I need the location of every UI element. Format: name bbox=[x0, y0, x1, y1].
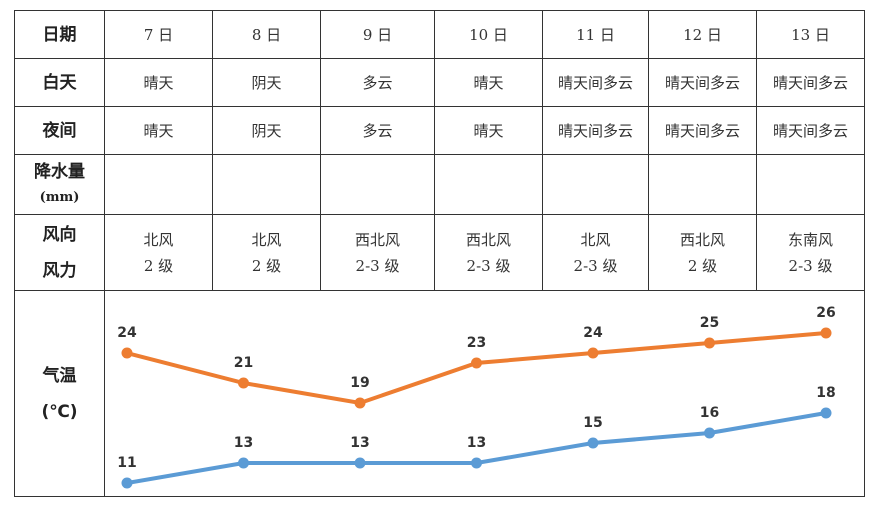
wind-force: 2-3 级 bbox=[466, 256, 511, 275]
rain-cell bbox=[542, 154, 649, 215]
night-cell: 晴天 bbox=[434, 106, 543, 155]
low-temp-point bbox=[820, 407, 832, 419]
rain-cell bbox=[104, 154, 213, 215]
wind-force: 2-3 级 bbox=[573, 256, 618, 275]
low-temp-point bbox=[587, 437, 599, 449]
day-cell: 晴天 bbox=[104, 58, 213, 107]
date-cell: 12 日 bbox=[648, 10, 757, 59]
night-cell: 阴天 bbox=[212, 106, 321, 155]
wind-cell: 北风 2-3 级 bbox=[542, 214, 649, 291]
rain-cell bbox=[212, 154, 321, 215]
wind-dir-label: 风向 bbox=[42, 224, 77, 245]
temperature-chart: 24 21 19 23 24 25 26 11 13 13 13 15 16 18 bbox=[117, 305, 836, 489]
low-temp-label: 13 bbox=[234, 435, 253, 451]
wind-header: 风向 风力 bbox=[14, 214, 105, 291]
low-temp-label: 15 bbox=[583, 415, 602, 431]
wind-direction: 北风 bbox=[580, 230, 611, 249]
day-cell: 晴天间多云 bbox=[756, 58, 865, 107]
night-cell: 多云 bbox=[320, 106, 435, 155]
day-cell: 多云 bbox=[320, 58, 435, 107]
date-header: 日期 bbox=[14, 10, 105, 59]
wind-direction: 东南风 bbox=[787, 230, 833, 249]
day-cell: 晴天间多云 bbox=[648, 58, 757, 107]
night-cell: 晴天间多云 bbox=[756, 106, 865, 155]
low-temp-label: 11 bbox=[117, 455, 136, 471]
date-cell: 7 日 bbox=[104, 10, 213, 59]
low-temp-point bbox=[121, 477, 133, 489]
rain-cell bbox=[648, 154, 757, 215]
wind-cell: 西北风 2-3 级 bbox=[434, 214, 543, 291]
high-temp-point bbox=[238, 377, 249, 389]
night-header: 夜间 bbox=[14, 106, 105, 155]
high-temp-point bbox=[820, 327, 832, 339]
wind-cell: 东南风 2-3 级 bbox=[756, 214, 865, 291]
temp-label: 气温 bbox=[42, 365, 77, 386]
rain-unit: (mm) bbox=[39, 189, 80, 205]
rain-header: 降水量 (mm) bbox=[14, 154, 105, 215]
wind-force: 2-3 级 bbox=[355, 256, 400, 275]
low-temp-label: 16 bbox=[700, 405, 719, 421]
temp-unit: (℃) bbox=[41, 401, 78, 422]
wind-direction: 北风 bbox=[251, 230, 282, 249]
day-cell: 晴天间多云 bbox=[542, 58, 649, 107]
wind-cell: 西北风 2-3 级 bbox=[320, 214, 435, 291]
date-cell: 9 日 bbox=[320, 10, 435, 59]
high-temp-label: 24 bbox=[117, 325, 137, 341]
low-temp-point bbox=[704, 427, 715, 439]
rain-cell bbox=[434, 154, 543, 215]
high-temp-label: 24 bbox=[583, 325, 603, 341]
night-cell: 晴天 bbox=[104, 106, 213, 155]
wind-direction: 西北风 bbox=[679, 230, 725, 249]
high-temp-point bbox=[587, 347, 599, 359]
night-cell: 晴天间多云 bbox=[542, 106, 649, 155]
wind-cell: 西北风 2 级 bbox=[648, 214, 757, 291]
high-temp-label: 19 bbox=[350, 375, 369, 391]
wind-force: 2 级 bbox=[251, 256, 282, 275]
low-temp-point bbox=[354, 457, 366, 469]
wind-force: 2 级 bbox=[143, 256, 174, 275]
day-cell: 晴天 bbox=[434, 58, 543, 107]
low-temp-point bbox=[238, 457, 249, 469]
low-temp-label: 13 bbox=[350, 435, 369, 451]
night-cell: 晴天间多云 bbox=[648, 106, 757, 155]
wind-direction: 西北风 bbox=[465, 230, 511, 249]
high-temp-label: 23 bbox=[467, 335, 486, 351]
high-temp-label: 21 bbox=[234, 355, 253, 371]
low-temp-point bbox=[471, 457, 482, 469]
high-temp-point bbox=[354, 397, 366, 409]
wind-force: 2 级 bbox=[687, 256, 718, 275]
low-temp-label: 18 bbox=[816, 385, 835, 401]
wind-direction: 西北风 bbox=[354, 230, 400, 249]
date-cell: 13 日 bbox=[756, 10, 865, 59]
date-cell: 10 日 bbox=[434, 10, 543, 59]
date-cell: 11 日 bbox=[542, 10, 649, 59]
wind-force-label: 风力 bbox=[42, 260, 77, 281]
temp-header: 气温 (℃) bbox=[14, 290, 105, 497]
day-cell: 阴天 bbox=[212, 58, 321, 107]
wind-cell: 北风 2 级 bbox=[104, 214, 213, 291]
rain-cell bbox=[756, 154, 865, 215]
wind-cell: 北风 2 级 bbox=[212, 214, 321, 291]
date-cell: 8 日 bbox=[212, 10, 321, 59]
wind-force: 2-3 级 bbox=[788, 256, 833, 275]
high-temp-point bbox=[471, 357, 482, 369]
rain-cell bbox=[320, 154, 435, 215]
day-header: 白天 bbox=[14, 58, 105, 107]
rain-label: 降水量 bbox=[34, 161, 85, 182]
wind-direction: 北风 bbox=[143, 230, 174, 249]
low-temp-label: 13 bbox=[467, 435, 486, 451]
high-temp-point bbox=[704, 337, 715, 349]
high-temp-label: 25 bbox=[700, 315, 719, 331]
temperature-chart-cell: 24 21 19 23 24 25 26 11 13 13 13 15 16 18 bbox=[104, 290, 865, 497]
high-temp-label: 26 bbox=[816, 305, 835, 321]
high-temp-point bbox=[121, 347, 133, 359]
